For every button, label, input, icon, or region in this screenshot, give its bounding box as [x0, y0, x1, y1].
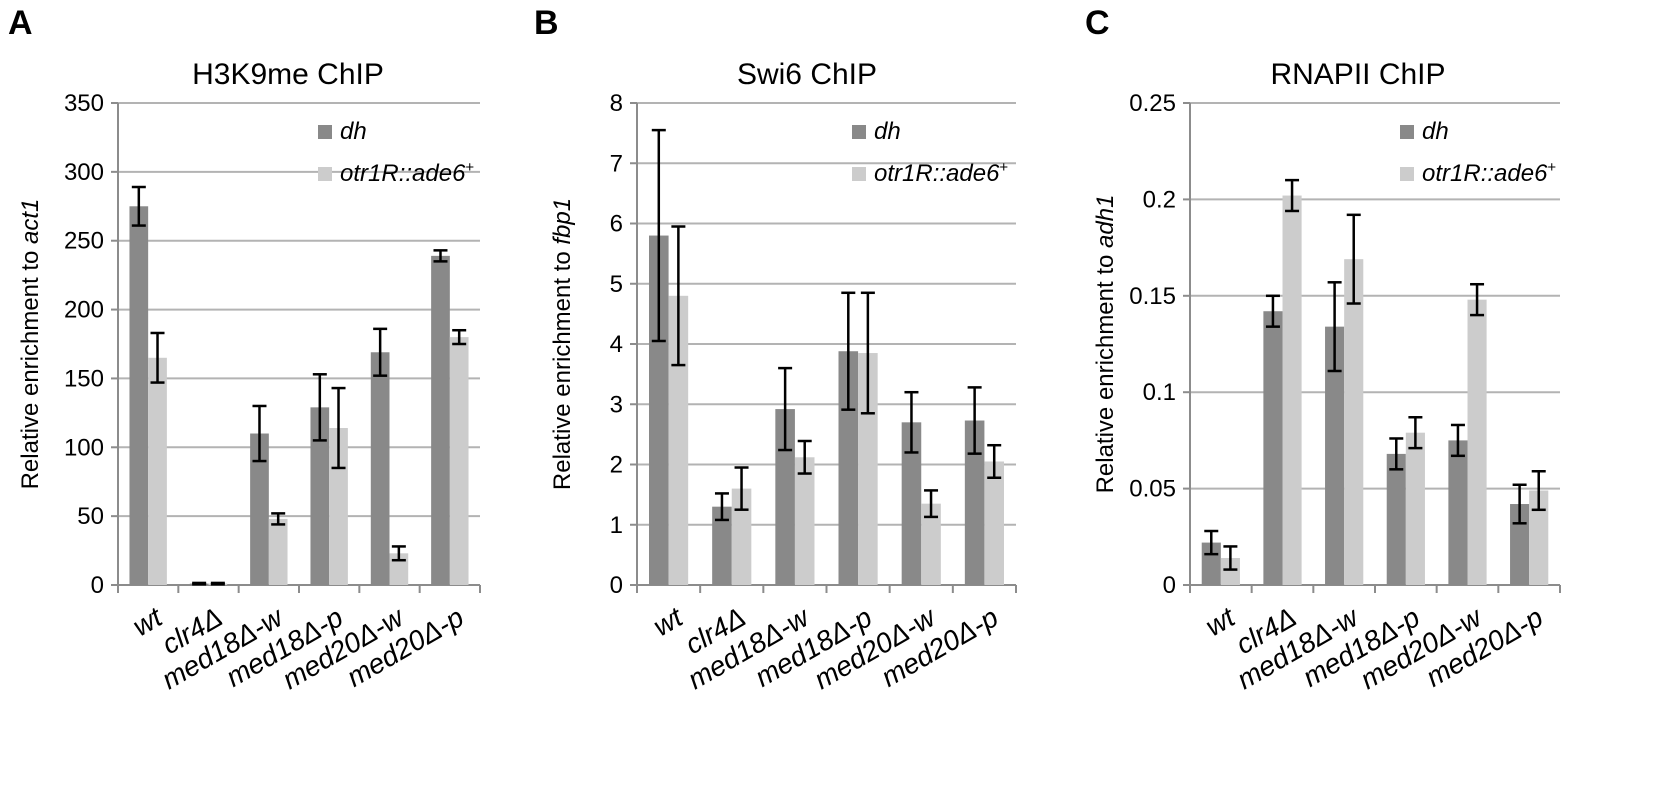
- bar-otr1R: [984, 461, 1004, 585]
- bar-dh: [1263, 311, 1283, 585]
- legend-swatch: [318, 167, 332, 181]
- bar-otr1R: [1282, 195, 1302, 585]
- panel-A: A H3K9me ChIP 0 50 100 150 200 250 300 350 Relativ…: [8, 4, 481, 695]
- bar-dh: [370, 352, 390, 585]
- bar-otr1R: [1529, 490, 1549, 585]
- legend-label: dh: [1422, 118, 1449, 145]
- bar-otr1R: [921, 503, 941, 585]
- bar-dh: [901, 422, 922, 585]
- legend-swatch: [852, 125, 866, 139]
- legend-label: dh: [340, 118, 367, 145]
- panel-C: C RNAPII ChIP 0 0.05 0.1 0.15 0.2 0.25 Relative …: [1085, 4, 1561, 695]
- y-axis-label: Relative enrichment to act1: [17, 199, 44, 490]
- chart-title: RNAPII ChIP: [1270, 58, 1445, 91]
- bar-dh: [775, 409, 795, 585]
- y-tick-label: 50: [77, 503, 104, 530]
- y-tick-label: 0.1: [1143, 379, 1176, 406]
- y-tick-label: 0: [91, 572, 104, 599]
- y-tick-label: 300: [64, 159, 104, 186]
- bar-otr1R: [668, 295, 689, 585]
- y-tick-label: 100: [64, 434, 104, 461]
- chart-title: Swi6 ChIP: [737, 58, 877, 91]
- y-tick-label: 150: [64, 365, 104, 392]
- bar-otr1R: [1344, 259, 1364, 585]
- y-tick-label: 5: [610, 271, 623, 298]
- bar-dh: [649, 235, 669, 586]
- bar-dh: [712, 506, 732, 585]
- bar-otr1R: [1220, 558, 1240, 585]
- bar-otr1R: [1405, 432, 1425, 585]
- y-tick-label: 7: [610, 150, 623, 177]
- bar-otr1R: [449, 337, 469, 585]
- bar-otr1R: [268, 518, 288, 585]
- legend-label: dh: [874, 118, 901, 145]
- bar-dh: [250, 433, 269, 585]
- y-tick-label: 0.25: [1129, 90, 1176, 117]
- bar-dh: [1325, 326, 1345, 585]
- bar-dh: [964, 420, 985, 585]
- bar-dh: [1448, 440, 1468, 585]
- y-tick-label: 2: [610, 452, 623, 479]
- bar-dh: [1386, 453, 1406, 585]
- panel-B: B Swi6 ChIP 0 1 2 3 4 5 6 7 8 Relative enrichment t…: [534, 4, 1017, 695]
- y-tick-label: 200: [64, 297, 104, 324]
- y-axis-label: Relative enrichment to adh1: [1092, 195, 1119, 494]
- panel-letter: C: [1085, 4, 1110, 42]
- y-tick-label: 0.05: [1129, 476, 1176, 503]
- y-tick-label: 0: [610, 572, 623, 599]
- legend-label: otr1R::ade6+: [340, 159, 474, 187]
- y-tick-label: 0.2: [1143, 186, 1176, 213]
- y-tick-label: 1: [610, 512, 623, 539]
- legend-label: otr1R::ade6+: [1422, 159, 1556, 187]
- bar-dh: [431, 255, 450, 585]
- legend-label: otr1R::ade6+: [874, 159, 1008, 187]
- panel-letter: B: [534, 4, 559, 42]
- bar-otr1R: [148, 357, 167, 585]
- y-tick-label: 250: [64, 228, 104, 255]
- y-tick-label: 350: [64, 90, 104, 117]
- y-tick-label: 6: [610, 211, 623, 238]
- panel-letter: A: [8, 4, 33, 42]
- bar-otr1R: [858, 353, 878, 585]
- legend-swatch: [852, 167, 866, 181]
- y-tick-label: 4: [610, 331, 623, 358]
- bar-otr1R: [1467, 299, 1487, 585]
- legend-swatch: [1400, 125, 1414, 139]
- legend-swatch: [318, 125, 332, 139]
- chart-title: H3K9me ChIP: [192, 58, 384, 91]
- bar-dh: [310, 407, 330, 585]
- y-tick-label: 0: [1163, 572, 1176, 599]
- bar-otr1R: [731, 488, 752, 585]
- y-tick-label: 0.15: [1129, 283, 1176, 310]
- bar-dh: [129, 206, 149, 586]
- y-axis-label: Relative enrichment to fbp1: [549, 198, 576, 490]
- bar-otr1R: [794, 457, 815, 585]
- legend-swatch: [1400, 167, 1414, 181]
- y-tick-label: 8: [610, 90, 623, 117]
- y-tick-label: 3: [610, 391, 623, 418]
